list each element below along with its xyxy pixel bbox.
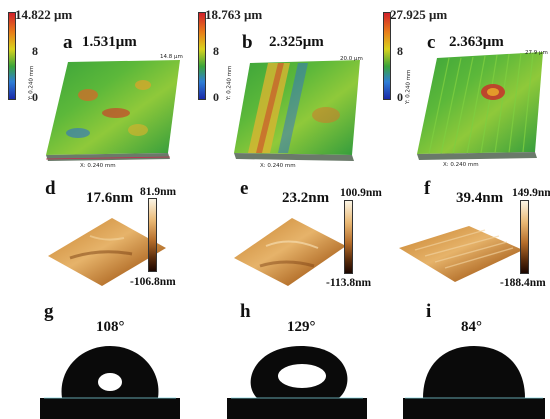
axis-x-label-a: X: 0.240 mm [80, 163, 116, 169]
droplet-image-h [227, 346, 367, 419]
axis-y-label-b: Y: 0.240 mm [226, 65, 234, 101]
afm-bar-min-e: -113.8nm [326, 277, 372, 289]
colorbar-mid-a: 8 [32, 44, 38, 58]
colorbar-max-c: 27.925 μm [390, 7, 448, 22]
contact-angle-h: 129° [287, 319, 316, 335]
contact-angle-g: 108° [96, 319, 125, 335]
afm-bar-min-d: -106.8nm [130, 276, 176, 288]
afm-colorbar-e [344, 200, 353, 274]
colorbar-max-b: 18.763 μm [205, 7, 263, 22]
colorbar-mid-c: 8 [397, 44, 403, 58]
afm-surface-e [234, 218, 346, 286]
corner-label-a: 14.8 μm [160, 54, 183, 60]
roughness-b: 2.325μm [269, 34, 324, 50]
afm-bar-max-f: 149.9nm [512, 187, 550, 199]
surface-3d-a [45, 60, 180, 161]
surface-3d-b [234, 60, 360, 161]
panel-c: 27.925 μm 8 0 c 2.363μm Y: 0.240 mm X: 0… [373, 0, 550, 168]
colorbar-max-a: 14.822 μm [15, 7, 73, 22]
colorbar-b [198, 12, 206, 100]
panel-letter-c: c [427, 32, 436, 53]
roughness-d: 17.6nm [86, 190, 134, 206]
panel-letter-f: f [424, 178, 431, 199]
panel-a: 14.822 μm 8 0 a 1.531μm Y: 0.240 mm X: 0… [0, 0, 185, 169]
panel-letter-d: d [45, 178, 56, 199]
afm-bar-min-f: -188.4nm [500, 277, 546, 289]
corner-label-c: 27.9 μm [525, 50, 548, 56]
colorbar-min-b: 0 [213, 90, 219, 104]
afm-bar-max-e: 100.9nm [340, 187, 382, 199]
panel-f: f 39.4nm 149.9nm -188.4nm [373, 170, 550, 290]
panel-letter-g: g [44, 301, 54, 322]
axis-x-label-b: X: 0.240 mm [260, 163, 296, 169]
colorbar-min-a: 0 [32, 90, 38, 104]
afm-colorbar-f [520, 200, 529, 274]
panel-h: h 129° [190, 292, 370, 419]
axis-x-label-c: X: 0.240 mm [443, 162, 479, 168]
roughness-f: 39.4nm [456, 190, 504, 206]
roughness-e: 23.2nm [282, 190, 330, 206]
afm-surface-d [48, 218, 166, 286]
surface-3d-c [417, 52, 543, 160]
axis-y-label-c: Y: 0.240 mm [405, 69, 413, 105]
colorbar-a [8, 12, 16, 100]
panel-letter-h: h [240, 301, 251, 322]
axis-y-label-a: Y: 0.240 mm [28, 65, 36, 101]
panel-letter-e: e [240, 178, 249, 199]
panel-letter-i: i [426, 301, 432, 322]
corner-label-b: 20.0 μm [340, 56, 363, 62]
colorbar-min-c: 0 [397, 90, 403, 104]
panel-e: e 23.2nm 100.9nm -113.8nm [190, 170, 382, 290]
droplet-image-i [403, 346, 545, 419]
roughness-a: 1.531μm [82, 34, 137, 50]
colorbar-mid-b: 8 [213, 44, 219, 58]
panel-i: i 84° [373, 292, 550, 419]
panel-letter-b: b [242, 32, 253, 53]
panel-g: g 108° [0, 292, 185, 419]
panel-d: d 17.6nm 81.9nm -106.8nm [0, 170, 185, 290]
droplet-image-g [40, 346, 180, 419]
afm-bar-max-d: 81.9nm [140, 186, 177, 198]
panel-letter-a: a [63, 32, 73, 53]
contact-angle-i: 84° [461, 319, 482, 335]
roughness-c: 2.363μm [449, 34, 504, 50]
colorbar-c [383, 12, 391, 100]
panel-b: 18.763 μm 8 0 b 2.325μm Y: 0.240 mm X: 0… [190, 0, 370, 169]
afm-colorbar-d [148, 198, 157, 272]
afm-surface-f [399, 226, 523, 282]
